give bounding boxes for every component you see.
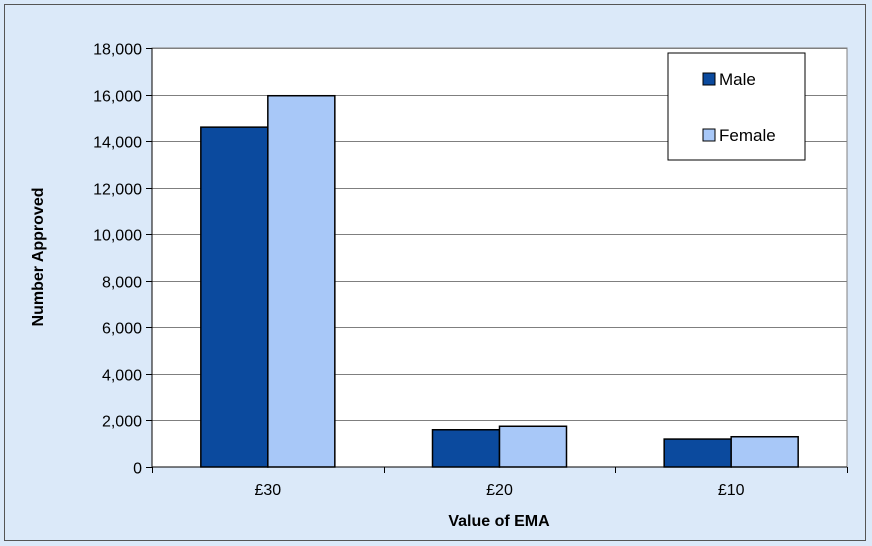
x-axis-title: Value of EMA [448, 513, 550, 530]
y-tick-label: 6,000 [102, 321, 142, 338]
bars [200, 94, 799, 468]
bar-female-1 [498, 425, 568, 468]
y-tick-label: 14,000 [93, 135, 142, 152]
bar-male-0 [200, 126, 269, 468]
y-tick-label: 0 [133, 461, 142, 478]
y-tick-label: 2,000 [102, 414, 142, 431]
bar-chart: 0 2,000 4,000 6,000 8,000 10,000 12,000 14,000 1… [30, 42, 848, 530]
y-tick-label: 4,000 [102, 368, 142, 385]
legend-swatch-male [702, 72, 716, 86]
x-tick-label: £20 [486, 482, 513, 499]
x-tick-label: £30 [254, 482, 281, 499]
legend-swatch-female [702, 128, 716, 142]
legend: Male Female [667, 52, 806, 161]
y-tick-label: 18,000 [93, 42, 142, 59]
y-axis-ticks: 0 2,000 4,000 6,000 8,000 10,000 12,000 14,000 1… [93, 42, 152, 478]
bar-male-2 [663, 438, 732, 468]
y-tick-label: 12,000 [93, 182, 142, 199]
x-axis-ticks: £30 £20 £10 [152, 467, 848, 499]
bar-male-1 [431, 429, 501, 468]
bar-female-0 [267, 94, 336, 468]
chart-frame: 0 2,000 4,000 6,000 8,000 10,000 12,000 14,000 1… [4, 4, 866, 541]
legend-label-female: Female [719, 126, 776, 145]
x-tick-label: £10 [718, 482, 745, 499]
y-tick-label: 10,000 [93, 228, 142, 245]
legend-label-male: Male [719, 70, 756, 89]
y-axis-title: Number Approved [30, 188, 47, 327]
legend-box [667, 52, 806, 161]
bar-female-2 [730, 435, 799, 468]
y-tick-label: 8,000 [102, 275, 142, 292]
y-tick-label: 16,000 [93, 89, 142, 106]
